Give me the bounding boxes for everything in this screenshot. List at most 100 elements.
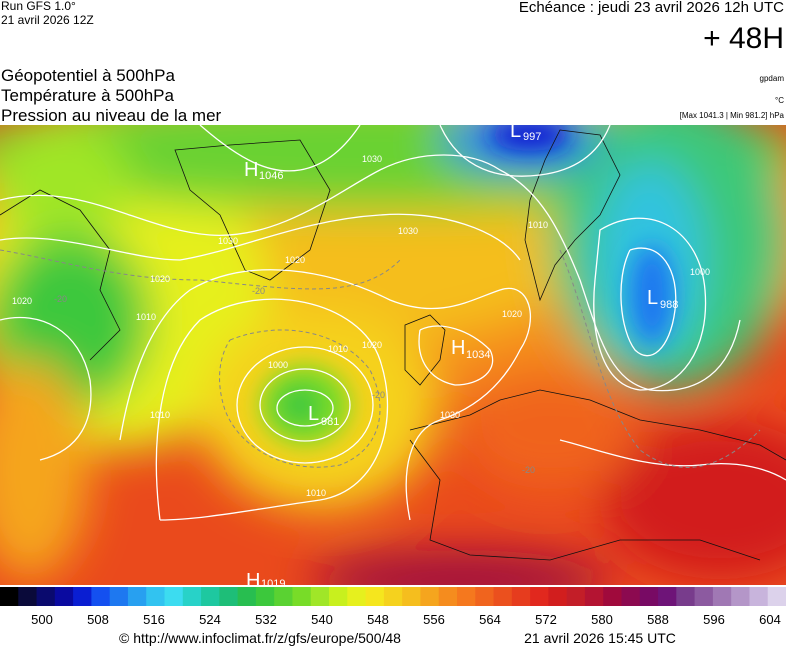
source-url: © http://www.infoclimat.fr/z/gfs/europe/… [119, 630, 401, 646]
contour-label: 1020 [362, 340, 382, 350]
unit-geopotential: gpdam [760, 74, 785, 83]
isobar [439, 125, 611, 177]
pressure-letter: H [451, 337, 465, 359]
colorbar-label: 508 [87, 612, 109, 627]
contour-label: 1020 [502, 309, 522, 319]
color-swatch [456, 587, 476, 606]
color-swatch [329, 587, 348, 606]
contour-label: 1030 [398, 226, 418, 236]
isotherm-label: -20 [252, 286, 265, 296]
color-swatch [73, 587, 92, 606]
colorbar-label: 524 [199, 612, 221, 627]
color-swatch [54, 587, 74, 606]
color-swatch [621, 587, 641, 606]
isobar [620, 247, 677, 357]
color-swatch [603, 587, 622, 606]
isotherm [559, 249, 761, 468]
isobar [418, 325, 494, 386]
contour-label: 1020 [150, 274, 170, 284]
color-swatch [347, 587, 367, 606]
pressure-letter: H [244, 159, 258, 181]
colorbar-label: 556 [423, 612, 445, 627]
coastline [409, 389, 786, 461]
color-swatch [383, 587, 403, 606]
coastline [409, 439, 761, 561]
lead-time: + 48H [703, 22, 784, 55]
color-swatch [420, 587, 440, 606]
color-swatch [475, 587, 495, 606]
pressure-letter: H [246, 570, 260, 592]
color-swatch [36, 587, 56, 606]
pressure-value: 1019 [261, 578, 285, 590]
color-swatch [658, 587, 677, 606]
pressure-letter: L [647, 287, 658, 309]
contour-label: 1000 [268, 360, 288, 370]
isobar [236, 346, 374, 464]
colorbar-label: 564 [479, 612, 501, 627]
run-date: 21 avril 2026 12Z [1, 13, 94, 27]
color-swatch [0, 587, 19, 606]
color-swatch [584, 587, 604, 606]
pressure-range: [Max 1041.3 | Min 981.2] hPa [680, 111, 785, 120]
contour-label: 1030 [440, 410, 460, 420]
color-swatch [566, 587, 586, 606]
colorbar-label: 572 [535, 612, 557, 627]
colorbar-label: 540 [311, 612, 333, 627]
run-label: Run GFS 1.0° [1, 0, 76, 13]
colorbar-label: 548 [367, 612, 389, 627]
color-swatch [91, 587, 111, 606]
color-swatch [676, 587, 696, 606]
map: 1030 1020 1020 1010 1000 1010 1020 1030 … [0, 120, 786, 592]
contour-label: 1010 [328, 344, 348, 354]
isotherm-label: -20 [372, 390, 385, 400]
isobar [593, 217, 707, 391]
contour-label: 1020 [285, 255, 305, 265]
colorbar-label: 588 [647, 612, 669, 627]
pressure-value: 1034 [466, 349, 490, 361]
contour-label: 1010 [306, 488, 326, 498]
coastline [174, 139, 331, 281]
isobar [155, 298, 389, 521]
colorbar-label: 604 [759, 612, 781, 627]
color-swatch [438, 587, 458, 606]
pressure-letter: L [308, 403, 319, 425]
color-swatch [365, 587, 385, 606]
color-swatch [201, 587, 220, 606]
valid-time: Echéance : jeudi 23 avril 2026 12h UTC [519, 0, 784, 16]
color-swatch [767, 587, 786, 606]
title-temperature: Température à 500hPa [1, 86, 174, 105]
color-swatch [164, 587, 184, 606]
color-swatch [530, 587, 549, 606]
color-swatch [639, 587, 659, 606]
color-swatch [731, 587, 750, 606]
isobar [559, 439, 786, 481]
color-swatch [402, 587, 421, 606]
isobar [199, 125, 361, 172]
coastline [524, 129, 621, 302]
color-swatch [712, 587, 732, 606]
colorbar-label: 500 [31, 612, 53, 627]
color-swatch [548, 587, 568, 606]
colorbar: 500 508 516 524 532 540 548 556 564 572 580 588 596 6… [0, 587, 786, 627]
pressure-value: 981 [321, 416, 339, 428]
color-swatch [749, 587, 769, 606]
color-swatch [127, 587, 147, 606]
contour-label: 1000 [690, 267, 710, 277]
isobar [0, 316, 92, 461]
isobar [276, 389, 334, 427]
colorbar-label: 532 [255, 612, 277, 627]
isobar [0, 213, 521, 261]
pressure-letter: L [510, 120, 521, 142]
color-swatch [182, 587, 202, 606]
contour-label: 1010 [528, 220, 548, 230]
color-swatch [109, 587, 129, 606]
isotherm [0, 249, 401, 290]
color-swatch [237, 587, 257, 606]
pressure-value: 988 [660, 299, 678, 311]
title-pressure: Pression au niveau de la mer [1, 106, 222, 125]
contour-label: 1020 [12, 296, 32, 306]
title-geopotential: Géopotentiel à 500hPa [1, 66, 175, 85]
color-swatch [255, 587, 275, 606]
pressure-value: 997 [523, 131, 541, 143]
